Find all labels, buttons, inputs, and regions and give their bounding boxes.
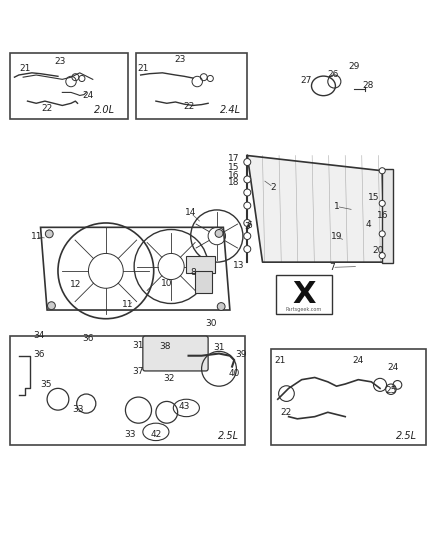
Text: 12: 12 bbox=[70, 280, 81, 289]
Text: 15: 15 bbox=[228, 163, 240, 172]
Circle shape bbox=[47, 302, 55, 310]
Text: 2: 2 bbox=[271, 183, 276, 192]
Text: 16: 16 bbox=[228, 171, 240, 180]
Text: 31: 31 bbox=[213, 343, 225, 352]
Bar bbox=[10, 53, 127, 118]
Circle shape bbox=[244, 246, 251, 253]
Text: 16: 16 bbox=[377, 211, 389, 220]
Text: 19: 19 bbox=[331, 232, 342, 241]
Text: 3: 3 bbox=[244, 222, 250, 231]
Text: 31: 31 bbox=[133, 341, 144, 350]
Text: 15: 15 bbox=[368, 193, 379, 202]
Circle shape bbox=[379, 168, 385, 174]
Circle shape bbox=[217, 303, 225, 310]
Bar bbox=[136, 53, 247, 118]
Circle shape bbox=[244, 220, 251, 227]
Text: 8: 8 bbox=[190, 268, 196, 277]
Text: 22: 22 bbox=[183, 102, 194, 111]
Text: 11: 11 bbox=[31, 232, 42, 241]
Text: 33: 33 bbox=[72, 405, 83, 414]
Bar bbox=[271, 349, 426, 445]
Text: 23: 23 bbox=[174, 55, 186, 64]
Text: 7: 7 bbox=[329, 263, 335, 272]
Text: 2.5L: 2.5L bbox=[218, 431, 239, 441]
Text: 22: 22 bbox=[42, 104, 53, 114]
Text: 1: 1 bbox=[334, 202, 339, 211]
Text: 35: 35 bbox=[40, 381, 52, 390]
Bar bbox=[276, 275, 332, 314]
Text: 22: 22 bbox=[281, 408, 292, 417]
Text: 24: 24 bbox=[353, 356, 364, 365]
Text: 36: 36 bbox=[83, 334, 94, 343]
Text: 36: 36 bbox=[33, 350, 45, 359]
Text: 10: 10 bbox=[161, 279, 173, 287]
Text: 24: 24 bbox=[83, 91, 94, 100]
Text: 21: 21 bbox=[137, 64, 148, 73]
Bar bbox=[10, 336, 245, 445]
Circle shape bbox=[244, 202, 251, 209]
Text: 23: 23 bbox=[54, 56, 66, 66]
Circle shape bbox=[379, 231, 385, 237]
Text: 13: 13 bbox=[233, 261, 244, 270]
Text: 18: 18 bbox=[228, 179, 240, 188]
Text: 2.4L: 2.4L bbox=[220, 105, 241, 115]
Text: 40: 40 bbox=[228, 369, 240, 377]
Bar bbox=[195, 271, 212, 293]
Text: 28: 28 bbox=[363, 81, 374, 90]
Text: 33: 33 bbox=[124, 430, 135, 439]
Text: 20: 20 bbox=[372, 246, 384, 255]
Text: 37: 37 bbox=[133, 367, 144, 376]
Circle shape bbox=[244, 158, 251, 166]
Text: 11: 11 bbox=[122, 300, 133, 309]
Text: 29: 29 bbox=[348, 62, 360, 71]
Text: 2.0L: 2.0L bbox=[94, 105, 115, 115]
Circle shape bbox=[379, 200, 385, 206]
Text: 26: 26 bbox=[328, 70, 339, 79]
Bar bbox=[382, 169, 393, 263]
Text: 39: 39 bbox=[235, 350, 247, 359]
Text: Partsgeek.com: Partsgeek.com bbox=[286, 306, 322, 312]
Circle shape bbox=[215, 230, 223, 237]
Text: 25: 25 bbox=[385, 386, 396, 395]
FancyBboxPatch shape bbox=[143, 336, 208, 371]
Circle shape bbox=[244, 189, 251, 196]
Text: 2.5L: 2.5L bbox=[396, 431, 417, 441]
Text: 34: 34 bbox=[34, 331, 45, 340]
Text: 32: 32 bbox=[163, 374, 175, 383]
Text: 21: 21 bbox=[20, 64, 31, 73]
Text: 21: 21 bbox=[274, 356, 286, 365]
Text: X: X bbox=[292, 280, 316, 309]
Polygon shape bbox=[247, 156, 385, 262]
Circle shape bbox=[379, 253, 385, 259]
Text: 43: 43 bbox=[179, 402, 190, 411]
Text: 17: 17 bbox=[228, 154, 240, 163]
Circle shape bbox=[46, 230, 53, 238]
Text: 6: 6 bbox=[247, 221, 252, 230]
Text: 27: 27 bbox=[300, 76, 312, 85]
Circle shape bbox=[244, 176, 251, 183]
Text: 14: 14 bbox=[185, 208, 196, 217]
Text: 42: 42 bbox=[150, 430, 162, 439]
Text: 38: 38 bbox=[159, 342, 170, 351]
Text: 4: 4 bbox=[365, 220, 371, 229]
Bar bbox=[186, 256, 215, 273]
Text: 30: 30 bbox=[205, 319, 217, 328]
Circle shape bbox=[244, 232, 251, 239]
Text: 24: 24 bbox=[388, 363, 399, 372]
